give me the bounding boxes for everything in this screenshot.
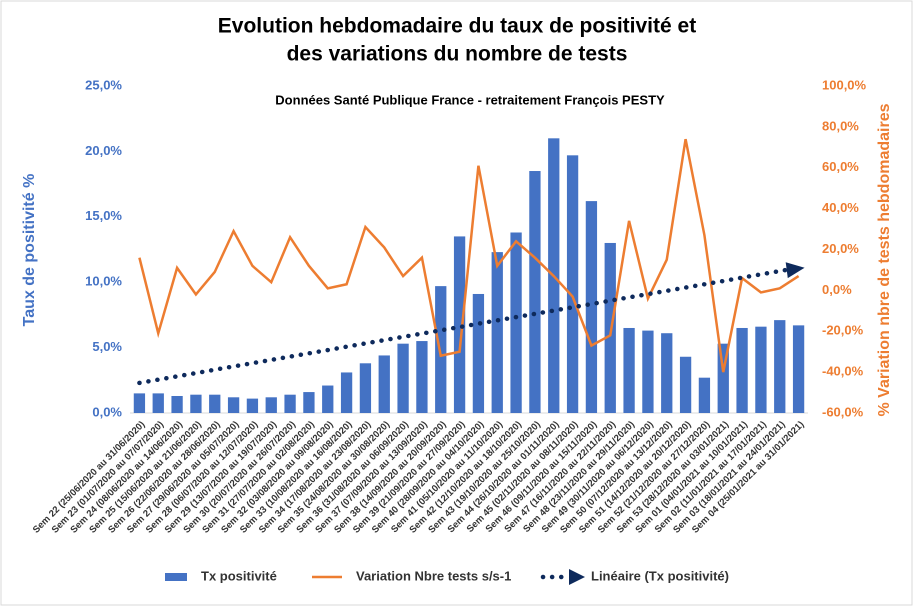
subtitle: Données Santé Publique France - retraite… bbox=[275, 92, 665, 107]
bar bbox=[679, 356, 692, 413]
bar bbox=[529, 171, 541, 413]
y2-tick-label: 20,0% bbox=[822, 241, 859, 256]
bar bbox=[378, 355, 390, 413]
legend-label: Variation Nbre tests s/s-1 bbox=[356, 568, 511, 583]
bar bbox=[585, 201, 598, 413]
bar bbox=[453, 236, 466, 413]
trendline bbox=[137, 265, 801, 386]
bar bbox=[397, 343, 409, 413]
legend-swatch bbox=[165, 573, 187, 581]
y-tick-label: 10,0% bbox=[85, 274, 122, 289]
bar bbox=[303, 392, 315, 413]
y-tick-label: 5,0% bbox=[92, 339, 122, 354]
bar bbox=[510, 232, 522, 413]
bar bbox=[322, 385, 334, 413]
bar bbox=[227, 397, 240, 413]
y2-tick-label: -20,0% bbox=[822, 323, 864, 338]
bar bbox=[133, 393, 146, 413]
y-tick-label: 20,0% bbox=[85, 143, 122, 158]
bar bbox=[171, 395, 183, 413]
bar bbox=[623, 327, 635, 413]
trend-arrow bbox=[785, 262, 805, 279]
bar bbox=[491, 252, 503, 413]
chart-title: des variations du nombre de tests bbox=[287, 43, 628, 66]
bar bbox=[246, 398, 259, 413]
y-tick-label: 0,0% bbox=[92, 404, 122, 419]
chart-title: Evolution hebdomadaire du taux de positi… bbox=[218, 15, 696, 38]
y-tick-label: 15,0% bbox=[85, 208, 122, 223]
bar bbox=[416, 341, 428, 413]
y2-tick-label: 40,0% bbox=[822, 200, 859, 215]
bar bbox=[642, 330, 654, 413]
bar bbox=[340, 372, 353, 413]
bar bbox=[190, 394, 202, 413]
bar bbox=[792, 325, 805, 413]
y-axis-title: Taux de positivité % bbox=[21, 174, 38, 327]
y2-tick-label: -40,0% bbox=[822, 364, 864, 379]
bar bbox=[774, 320, 786, 413]
bar bbox=[717, 343, 729, 413]
y2-tick-label: 60,0% bbox=[822, 159, 859, 174]
line bbox=[138, 138, 800, 373]
y2-tick-label: 100,0% bbox=[822, 77, 867, 92]
bar bbox=[284, 394, 296, 413]
bar bbox=[265, 397, 277, 413]
bar bbox=[661, 333, 673, 413]
y2-tick-label: 0,0% bbox=[822, 282, 852, 297]
y2-tick-label: -60,0% bbox=[822, 404, 864, 419]
bar bbox=[698, 377, 711, 413]
bar bbox=[755, 326, 767, 413]
legend-label: Tx positivité bbox=[201, 568, 277, 583]
bar bbox=[359, 363, 372, 413]
bar bbox=[472, 293, 485, 413]
y-tick-label: 25,0% bbox=[85, 77, 122, 92]
y2-axis-title: % Variation nbre de tests hebdomadaires bbox=[876, 103, 893, 416]
legend-swatch bbox=[569, 569, 585, 585]
bar bbox=[152, 393, 164, 413]
legend-label: Linéaire (Tx positivité) bbox=[591, 568, 729, 583]
bar bbox=[736, 327, 748, 413]
y2-tick-label: 80,0% bbox=[822, 118, 859, 133]
bar bbox=[566, 155, 579, 413]
bar bbox=[209, 394, 221, 413]
